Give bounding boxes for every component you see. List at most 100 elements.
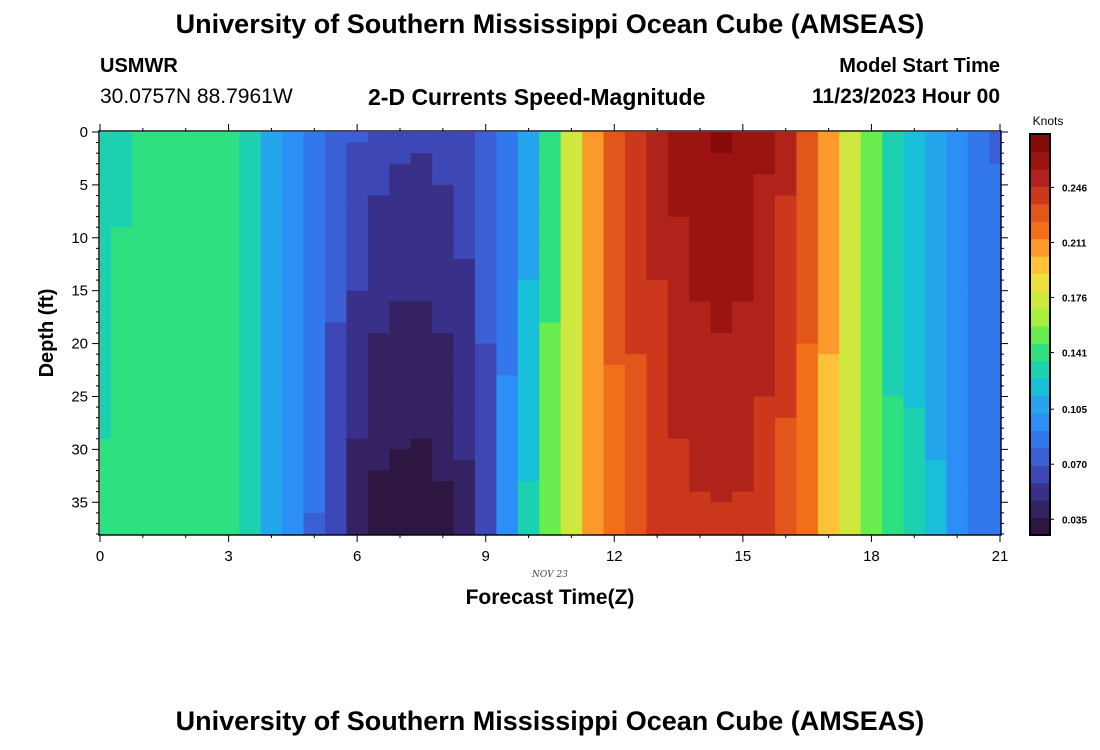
- heatmap-cell: [110, 258, 133, 271]
- heatmap-cell: [389, 153, 412, 165]
- heatmap-cell: [196, 417, 219, 429]
- heatmap-cell: [517, 333, 540, 345]
- heatmap-cell: [539, 364, 562, 376]
- heatmap-cell: [710, 396, 733, 408]
- heatmap-cell: [710, 333, 733, 345]
- heatmap-cell: [239, 206, 262, 218]
- heatmap-cell: [475, 396, 498, 408]
- heatmap-cell: [625, 502, 648, 514]
- heatmap-cell: [732, 523, 755, 535]
- heatmap-cell: [775, 375, 798, 387]
- heatmap-cell: [646, 523, 669, 535]
- heatmap-cell: [689, 343, 712, 355]
- heatmap-cell: [603, 459, 626, 472]
- heatmap-cell: [903, 301, 926, 313]
- heatmap-cell: [732, 354, 755, 366]
- heatmap-cell: [303, 216, 326, 228]
- heatmap-cell: [946, 216, 969, 228]
- heatmap-cell: [603, 396, 626, 408]
- heatmap-cell: [282, 269, 305, 281]
- heatmap-cell: [667, 237, 690, 249]
- heatmap-cell: [517, 322, 540, 334]
- heatmap-cell: [132, 142, 155, 154]
- heatmap-cell: [667, 491, 690, 503]
- heatmap-cell: [410, 385, 433, 398]
- heatmap-cell: [732, 227, 755, 239]
- heatmap-cell: [925, 280, 948, 292]
- heatmap-cell: [689, 195, 712, 207]
- heatmap-cell: [367, 396, 390, 408]
- heatmap-cell: [110, 333, 133, 345]
- heatmap-cell: [303, 417, 326, 429]
- heatmap-cell: [989, 184, 1001, 197]
- heatmap-cell: [860, 248, 883, 260]
- heatmap-cell: [239, 280, 262, 292]
- heatmap-cell: [153, 227, 176, 239]
- heatmap-cell: [100, 491, 112, 503]
- x-tick-label: 3: [224, 548, 232, 565]
- heatmap-cell: [100, 206, 112, 218]
- heatmap-cell: [989, 428, 1001, 440]
- heatmap-cell: [860, 364, 883, 376]
- heatmap-cell: [475, 375, 498, 387]
- heatmap-cell: [882, 523, 905, 535]
- colorbar-tick-label: 0.070: [1062, 460, 1087, 471]
- heatmap-cell: [325, 481, 348, 493]
- heatmap-cell: [989, 385, 1001, 398]
- heatmap-cell: [560, 174, 583, 186]
- heatmap-cell: [282, 258, 305, 271]
- heatmap-cell: [946, 163, 969, 175]
- heatmap-cell: [325, 428, 348, 440]
- heatmap-cell: [475, 364, 498, 376]
- heatmap-cell: [646, 280, 669, 292]
- heatmap-cell: [100, 301, 112, 313]
- heatmap-cell: [539, 481, 562, 493]
- heatmap-cell: [153, 142, 176, 154]
- heatmap-cell: [410, 407, 433, 419]
- heatmap-cell: [732, 407, 755, 419]
- heatmap-cell: [260, 375, 283, 387]
- heatmap-cell: [496, 333, 519, 345]
- heatmap-cell: [110, 269, 133, 281]
- heatmap-cell: [453, 343, 476, 355]
- heatmap-cell: [732, 491, 755, 503]
- heatmap-cell: [539, 195, 562, 207]
- heatmap-cell: [710, 227, 733, 239]
- heatmap-cell: [946, 269, 969, 281]
- heatmap-cell: [882, 354, 905, 366]
- heatmap-cell: [100, 153, 112, 165]
- heatmap-cell: [925, 237, 948, 249]
- heatmap-cell: [646, 322, 669, 334]
- heatmap-cell: [346, 163, 369, 175]
- heatmap-cell: [817, 417, 840, 429]
- heatmap-cell: [432, 184, 455, 197]
- heatmap-cell: [196, 333, 219, 345]
- heatmap-cell: [453, 301, 476, 313]
- heatmap-cell: [410, 301, 433, 313]
- heatmap-cell: [839, 311, 862, 324]
- heatmap-cell: [646, 449, 669, 461]
- heatmap-cell: [196, 311, 219, 324]
- colorbar-segment: [1030, 343, 1050, 362]
- heatmap-cell: [239, 354, 262, 366]
- heatmap-cell: [903, 502, 926, 514]
- heatmap-cell: [132, 523, 155, 535]
- heatmap-cell: [925, 428, 948, 440]
- model-start-label: Model Start Time: [839, 55, 1000, 77]
- heatmap-cell: [560, 354, 583, 366]
- heatmap-cell: [732, 417, 755, 429]
- heatmap-cell: [346, 258, 369, 271]
- heatmap-cell: [367, 227, 390, 239]
- heatmap-cell: [582, 523, 605, 535]
- heatmap-cell: [110, 354, 133, 366]
- heatmap-cell: [882, 470, 905, 482]
- heatmap-cell: [110, 523, 133, 535]
- heatmap-cell: [710, 269, 733, 281]
- heatmap-cell: [282, 195, 305, 207]
- date-label: NOV 23: [531, 570, 568, 580]
- heatmap-cell: [560, 396, 583, 408]
- colorbar-segment: [1030, 412, 1050, 431]
- heatmap-cell: [475, 354, 498, 366]
- heatmap-cell: [860, 502, 883, 514]
- heatmap-cell: [667, 153, 690, 165]
